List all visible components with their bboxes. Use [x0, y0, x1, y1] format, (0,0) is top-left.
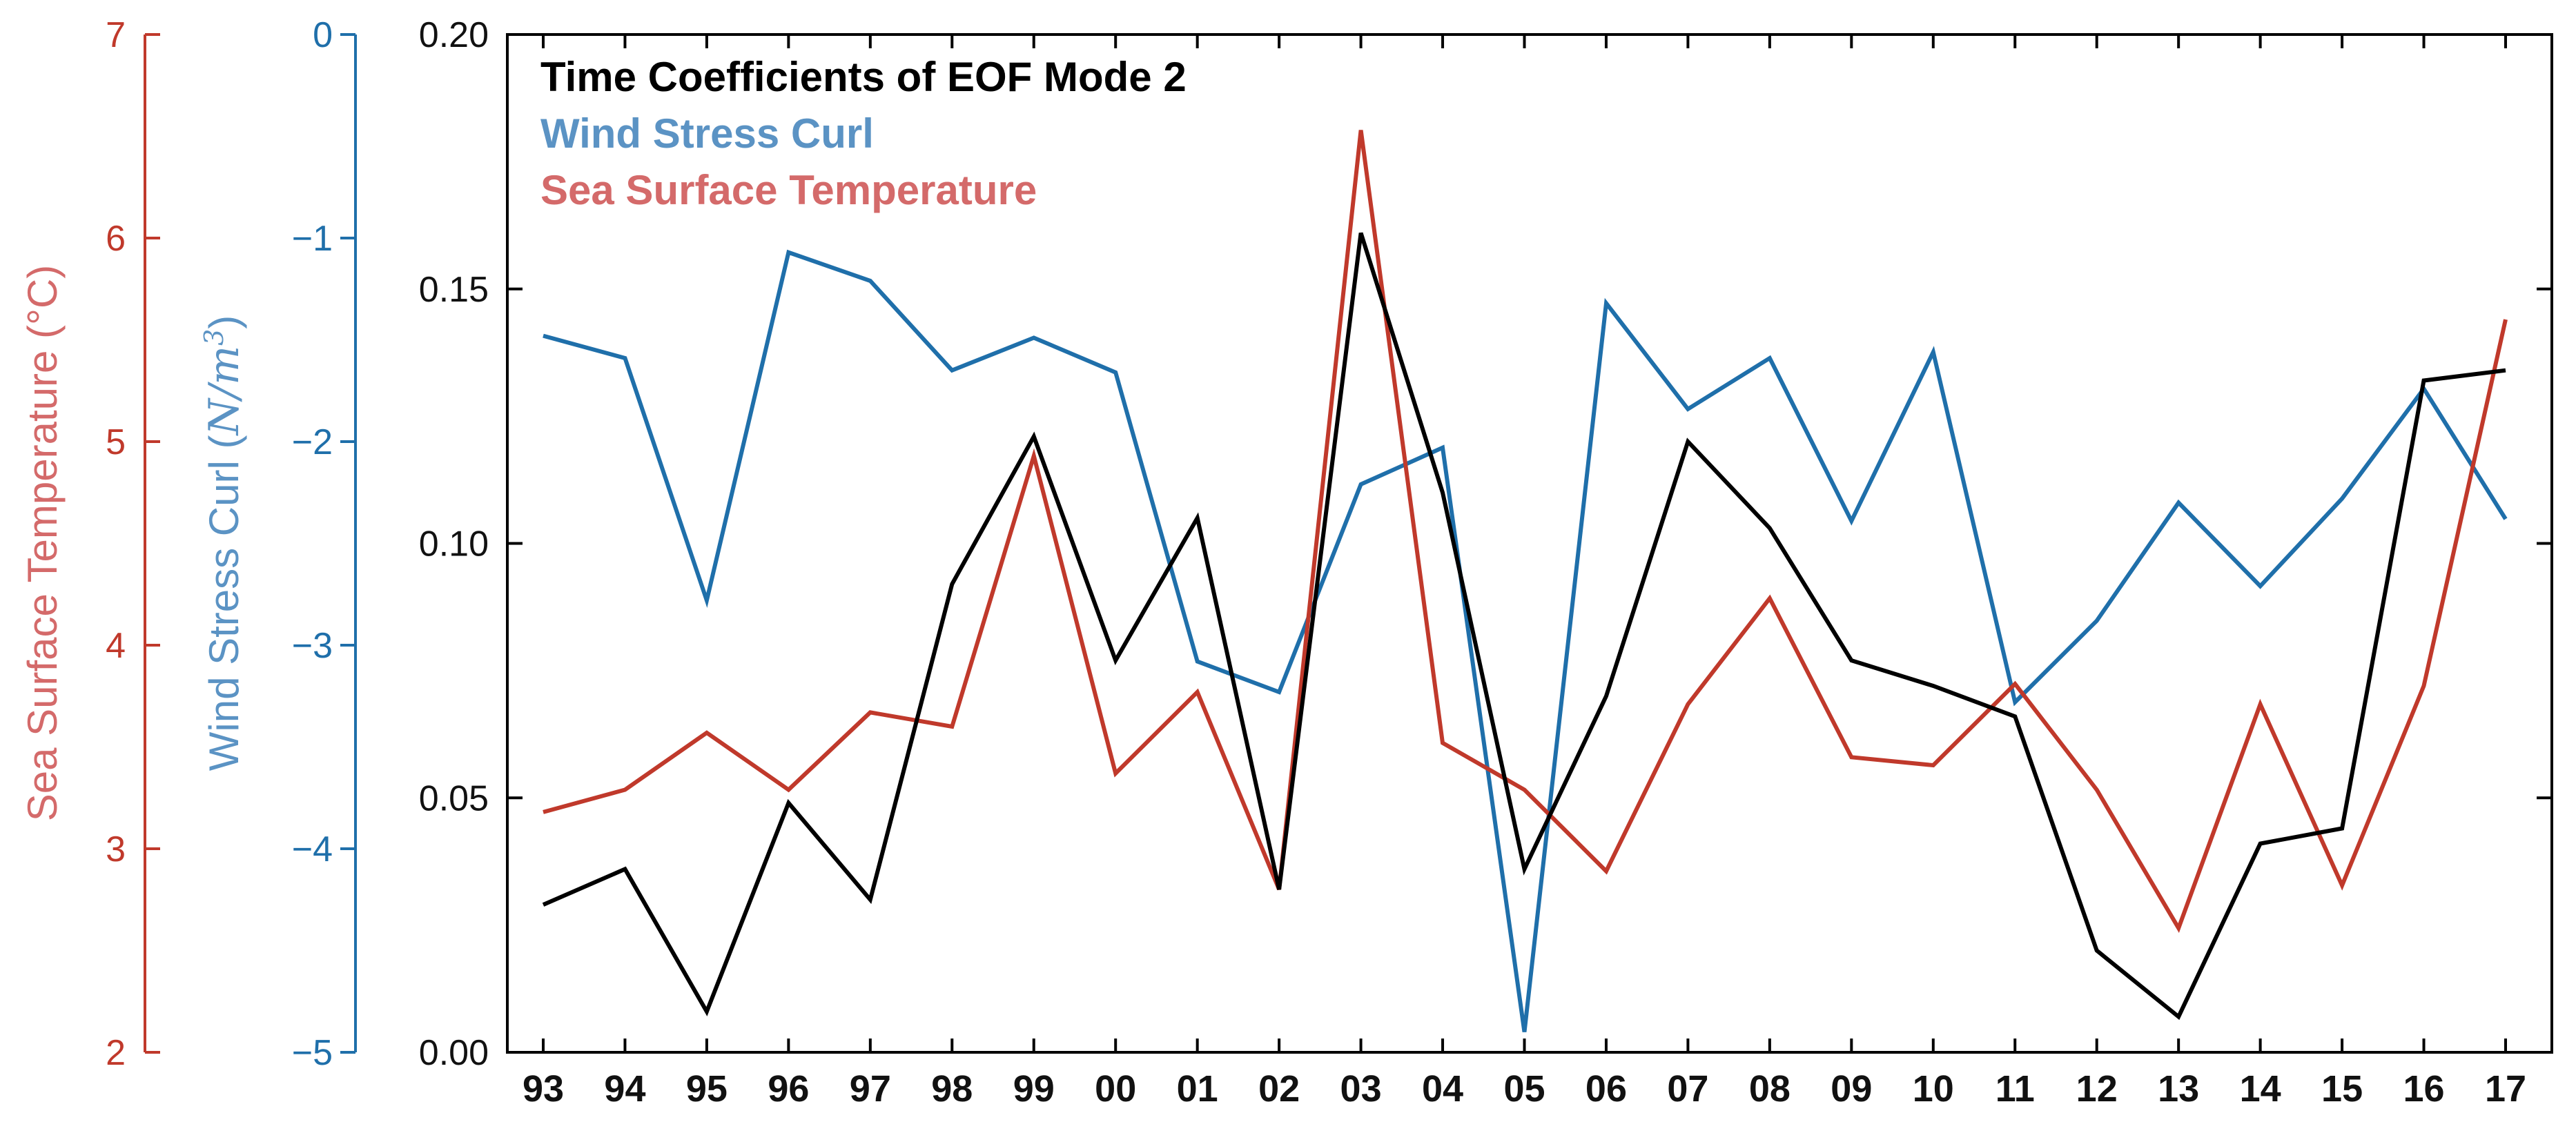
primary-tick-label: 0.20 [419, 15, 489, 55]
x-tick-label: 97 [850, 1068, 891, 1110]
sst-tick-label: 3 [106, 829, 126, 869]
wind-stress-curl-line [543, 249, 2508, 1032]
sst-tick-label: 5 [106, 422, 126, 462]
sst-axis: 2 3 4 5 6 7 [106, 15, 160, 1073]
x-tick-label: 12 [2076, 1068, 2118, 1110]
sst-tick-label: 4 [106, 626, 126, 666]
x-axis: 93 94 95 96 97 98 99 00 01 02 03 04 05 06 07 08 09 10 11 12… [523, 35, 2526, 1110]
x-tick-label: 04 [1422, 1068, 1463, 1110]
wind-axis-label-prefix: Wind Stress Curl ( [201, 435, 247, 771]
series-group [542, 130, 2508, 1032]
x-tick-label: 05 [1503, 1068, 1545, 1110]
sst-line [543, 130, 2508, 933]
x-tick-label: 99 [1013, 1068, 1055, 1110]
x-tick-label: 96 [768, 1068, 809, 1110]
wind-tick-label: −4 [292, 829, 333, 869]
x-tick-label: 08 [1749, 1068, 1790, 1110]
x-tick-label: 06 [1585, 1068, 1627, 1110]
wind-axis-label: Wind Stress Curl (N/m3) [199, 315, 248, 771]
primary-tick-label: 0.05 [419, 778, 489, 818]
sst-tick-label: 6 [106, 219, 126, 259]
legend: Time Coefficients of EOF Mode 2 Wind Str… [540, 54, 1187, 213]
x-tick-label: 15 [2321, 1068, 2363, 1110]
sst-axis-label: Sea Surface Temperature (°C) [19, 265, 66, 822]
x-tick-label: 03 [1340, 1068, 1382, 1110]
x-tick-label: 94 [604, 1068, 645, 1110]
x-tick-label: 13 [2158, 1068, 2199, 1110]
x-tick-label: 95 [686, 1068, 728, 1110]
x-tick-label: 00 [1095, 1068, 1136, 1110]
x-tick-label: 10 [1913, 1068, 1954, 1110]
sst-tick-label: 2 [106, 1033, 126, 1073]
wind-tick-label: −2 [292, 422, 333, 462]
wind-tick-label: −3 [292, 626, 333, 666]
wind-tick-label: 0 [313, 15, 333, 55]
x-tick-label: 14 [2240, 1068, 2281, 1110]
x-tick-label: 17 [2485, 1068, 2526, 1110]
x-tick-label: 16 [2403, 1068, 2445, 1110]
eof-mode2-line [542, 232, 2506, 1021]
x-tick-label: 09 [1831, 1068, 1872, 1110]
primary-tick-label: 0.00 [419, 1033, 489, 1073]
wind-axis-label-exp: 3 [199, 329, 229, 346]
legend-title: Time Coefficients of EOF Mode 2 [540, 54, 1187, 100]
primary-tick-label: 0.10 [419, 524, 489, 564]
x-tick-label: 07 [1667, 1068, 1708, 1110]
wind-axis-label-unit: N/m [200, 346, 248, 437]
x-tick-label: 98 [931, 1068, 973, 1110]
primary-axis: 0.00 0.05 0.10 0.15 0.20 [419, 15, 2552, 1073]
x-tick-label: 11 [1996, 1068, 2035, 1110]
sst-tick-label: 7 [106, 15, 126, 55]
primary-tick-label: 0.15 [419, 270, 489, 310]
x-tick-label: 01 [1177, 1068, 1218, 1110]
x-tick-label: 93 [523, 1068, 564, 1110]
wind-axis-label-suffix: ) [201, 315, 247, 329]
legend-sst: Sea Surface Temperature [540, 167, 1037, 213]
wind-axis: −5 −4 −3 −2 −1 0 [292, 15, 357, 1073]
wind-tick-label: −5 [292, 1033, 333, 1073]
x-tick-label: 02 [1258, 1068, 1300, 1110]
legend-wind: Wind Stress Curl [540, 110, 874, 157]
wind-tick-label: −1 [292, 219, 333, 259]
